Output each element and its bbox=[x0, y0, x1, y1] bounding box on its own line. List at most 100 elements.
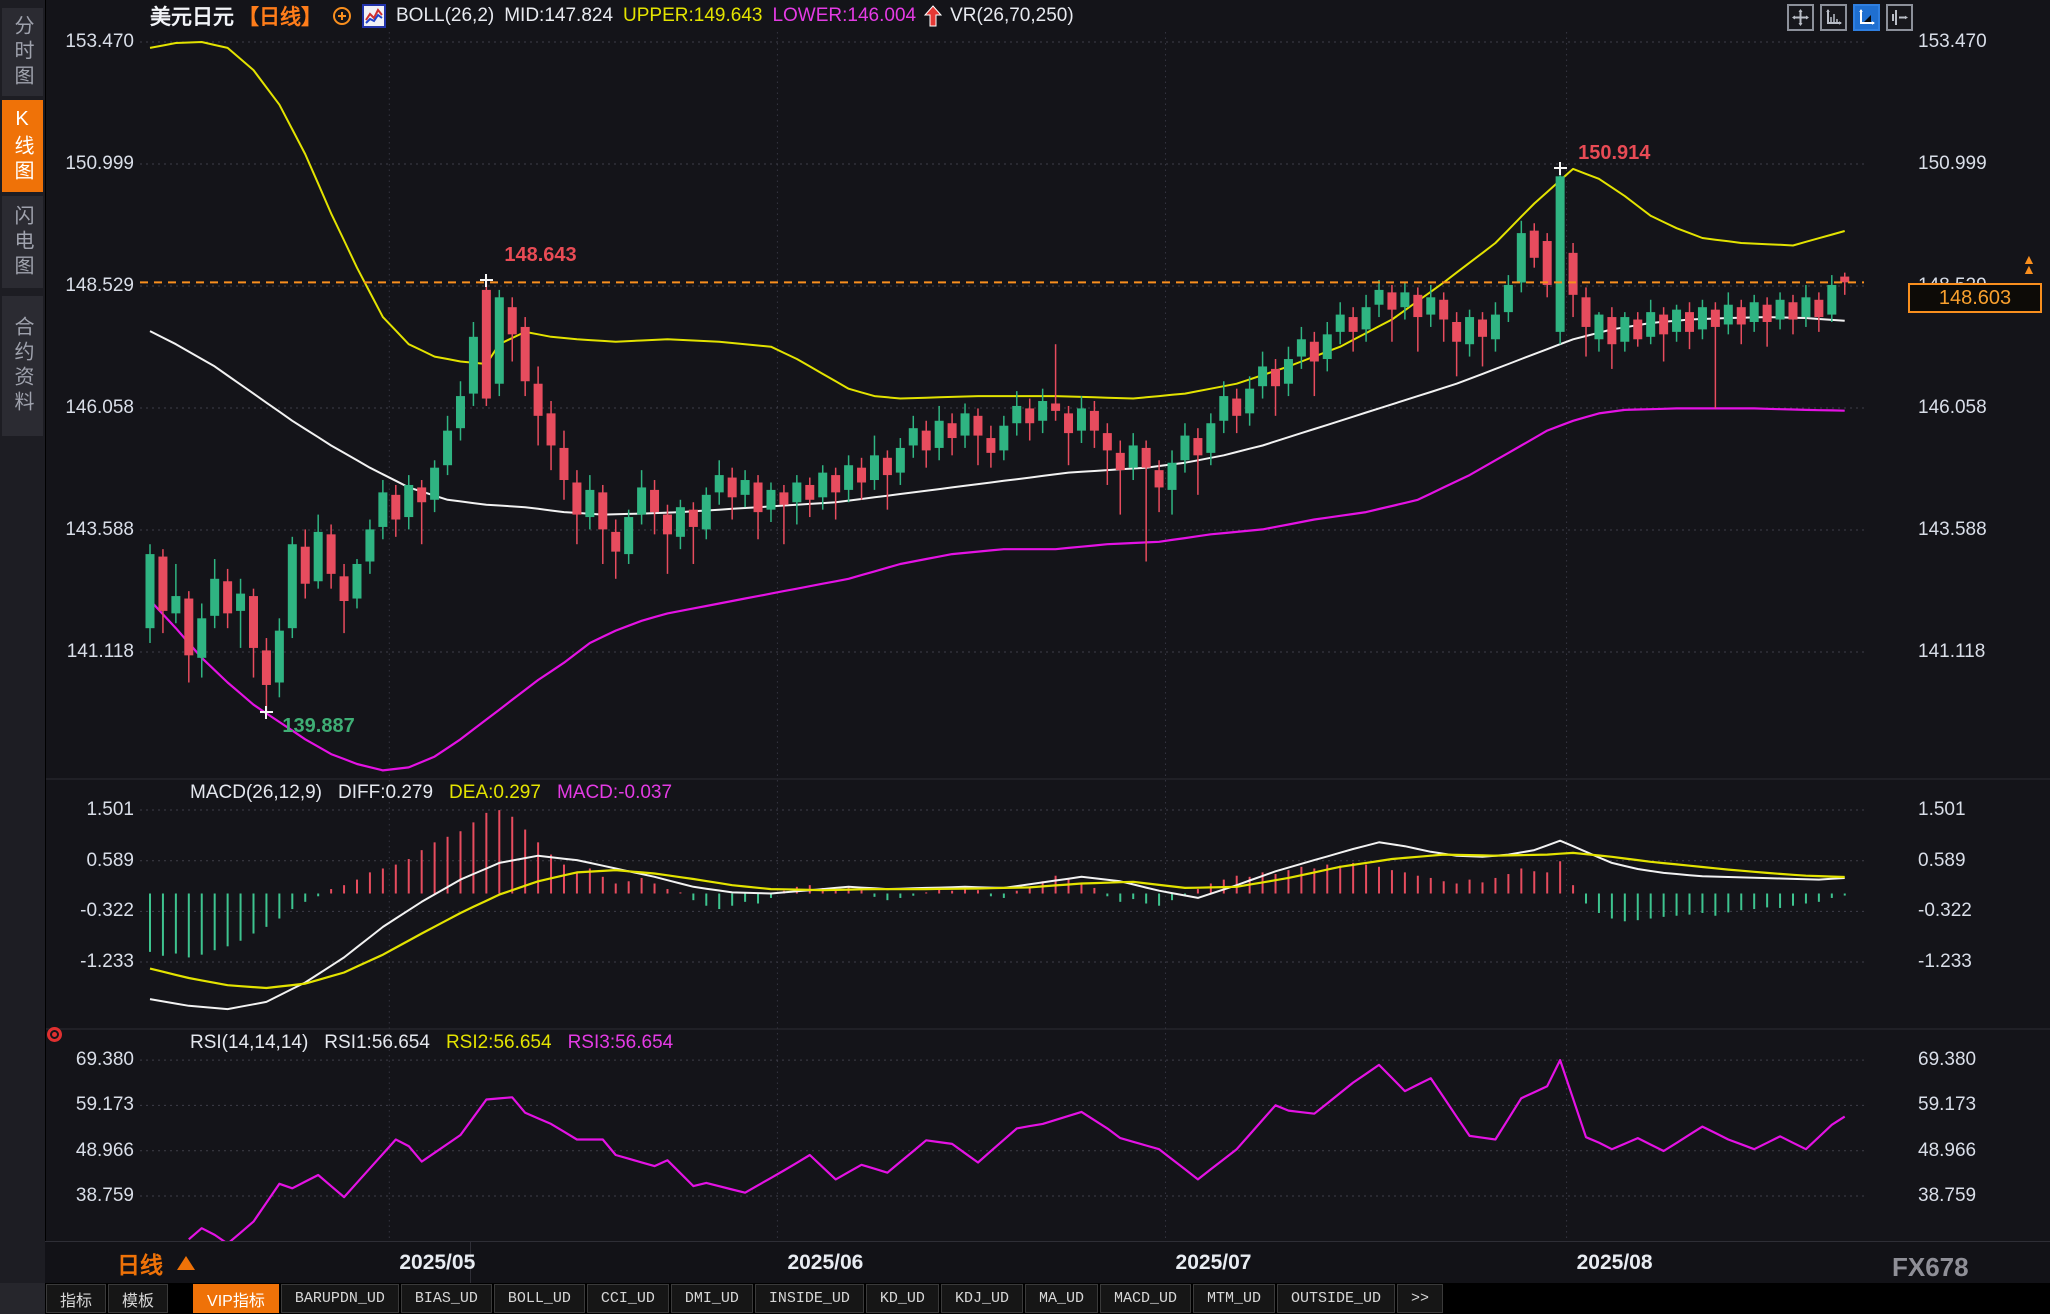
candle bbox=[1309, 341, 1319, 362]
sidebar-item-1[interactable]: K线图 bbox=[2, 100, 43, 192]
vr-label: VR(26,70,250) bbox=[950, 5, 1074, 26]
candle bbox=[572, 482, 582, 515]
sidebar-item-0[interactable]: 分时图 bbox=[2, 8, 43, 96]
candle bbox=[1439, 299, 1449, 320]
bottom-tab-5[interactable]: BOLL_UD bbox=[493, 1284, 585, 1313]
add-indicator-icon[interactable] bbox=[332, 6, 352, 26]
candle bbox=[1413, 294, 1423, 318]
candle bbox=[1283, 359, 1293, 384]
bottom-tab-1[interactable]: 模板 bbox=[108, 1284, 169, 1313]
candle bbox=[857, 467, 867, 483]
mini-chart-icon[interactable] bbox=[362, 4, 386, 28]
macd-axis-label: -1.233 bbox=[80, 951, 134, 973]
candle bbox=[1348, 317, 1358, 332]
month-label: 2025/06 bbox=[787, 1251, 864, 1274]
candle bbox=[908, 428, 918, 446]
candle bbox=[507, 307, 517, 335]
axis-shift-icon[interactable] bbox=[1886, 4, 1913, 31]
rsi-axis-label: 59.173 bbox=[75, 1094, 134, 1116]
candle bbox=[430, 467, 440, 500]
candle bbox=[1064, 413, 1074, 434]
candle bbox=[727, 477, 737, 498]
symbol-title: 美元日元 bbox=[150, 6, 234, 29]
candle bbox=[184, 598, 194, 656]
candle bbox=[1465, 317, 1475, 345]
peak-high-label: 150.914 bbox=[1578, 142, 1651, 165]
price-axis-label: 153.470 bbox=[65, 30, 134, 52]
sidebar: 分时图 K线图 闪电图合约资料 bbox=[0, 0, 46, 1314]
candle bbox=[1814, 299, 1824, 318]
sidebar-item-2[interactable]: 闪电图 bbox=[2, 196, 43, 288]
bottom-tab-12[interactable]: MACD_UD bbox=[1099, 1284, 1191, 1313]
candle bbox=[261, 650, 271, 685]
candle bbox=[468, 336, 478, 394]
candle bbox=[300, 546, 310, 584]
month-label: 2025/07 bbox=[1175, 1251, 1252, 1274]
axis-scale-icon[interactable] bbox=[1820, 4, 1847, 31]
candle bbox=[248, 596, 258, 648]
bottom-tab-2[interactable]: VIP指标 bbox=[193, 1284, 279, 1313]
bottom-tab-10[interactable]: KDJ_UD bbox=[940, 1284, 1023, 1313]
candle bbox=[1736, 307, 1746, 325]
bottom-tab-4[interactable]: BIAS_UD bbox=[400, 1284, 492, 1313]
candle bbox=[960, 413, 970, 436]
candle bbox=[559, 447, 569, 481]
axis-auto-icon[interactable] bbox=[1853, 4, 1880, 31]
candle bbox=[365, 529, 375, 562]
candle bbox=[1051, 403, 1061, 411]
candle bbox=[882, 457, 892, 476]
candle bbox=[339, 576, 349, 602]
candle bbox=[895, 447, 905, 473]
candle bbox=[1296, 339, 1306, 357]
candle bbox=[947, 423, 957, 439]
candle bbox=[326, 534, 336, 574]
period-selector[interactable]: 日线 bbox=[45, 1242, 471, 1283]
bottom-tab-7[interactable]: DMI_UD bbox=[670, 1284, 753, 1313]
macd-diff-value: DIFF:0.279 bbox=[338, 782, 434, 803]
candle bbox=[1452, 322, 1462, 342]
candle bbox=[986, 438, 996, 453]
candle bbox=[766, 489, 776, 510]
candle bbox=[313, 531, 323, 582]
candle bbox=[1361, 307, 1371, 330]
candle bbox=[701, 494, 711, 530]
candle bbox=[792, 482, 802, 503]
candle bbox=[1219, 396, 1229, 421]
candle bbox=[585, 489, 595, 518]
low-cross-marker bbox=[259, 706, 273, 720]
candle bbox=[1076, 408, 1086, 431]
candle bbox=[1775, 299, 1785, 320]
bottom-tab-6[interactable]: CCI_UD bbox=[586, 1284, 669, 1313]
bottom-tab-0[interactable]: 指标 bbox=[46, 1284, 107, 1313]
candle bbox=[1633, 319, 1643, 340]
price-axis-label: 150.999 bbox=[65, 153, 134, 175]
candle bbox=[494, 297, 504, 384]
series-line bbox=[149, 407, 1845, 772]
rsi-axis-label: 38.759 bbox=[1918, 1185, 1977, 1206]
bottom-tab-9[interactable]: KD_UD bbox=[865, 1284, 939, 1313]
candle bbox=[1271, 368, 1281, 387]
sidebar-item-3[interactable]: 合约资料 bbox=[2, 296, 43, 436]
bottom-tab-3[interactable]: BARUPDN_UD bbox=[280, 1284, 399, 1313]
candle bbox=[546, 413, 556, 446]
candle bbox=[1788, 302, 1798, 320]
bottom-tab-11[interactable]: MA_UD bbox=[1024, 1284, 1098, 1313]
macd-axis-label: 0.589 bbox=[86, 849, 134, 871]
price-axis-label: 141.118 bbox=[1918, 640, 1986, 662]
candle bbox=[1490, 314, 1500, 340]
candle bbox=[1685, 312, 1695, 332]
candle bbox=[1102, 433, 1112, 451]
candle bbox=[1128, 445, 1138, 468]
bottom-tab-13[interactable]: MTM_UD bbox=[1192, 1284, 1275, 1313]
candle bbox=[1529, 230, 1539, 258]
pan-crosshair-icon[interactable] bbox=[1787, 4, 1814, 31]
candle bbox=[210, 578, 220, 616]
bottom-tab-8[interactable]: INSIDE_UD bbox=[754, 1284, 864, 1313]
candle bbox=[1672, 309, 1682, 332]
bottom-tab-14[interactable]: OUTSIDE_UD bbox=[1277, 1284, 1396, 1313]
rsi-axis-label: 69.380 bbox=[1918, 1049, 1977, 1071]
candle bbox=[520, 326, 530, 382]
rsi2-value: RSI2:56.654 bbox=[445, 1032, 552, 1053]
bottom-tab-15[interactable]: >> bbox=[1397, 1284, 1444, 1313]
